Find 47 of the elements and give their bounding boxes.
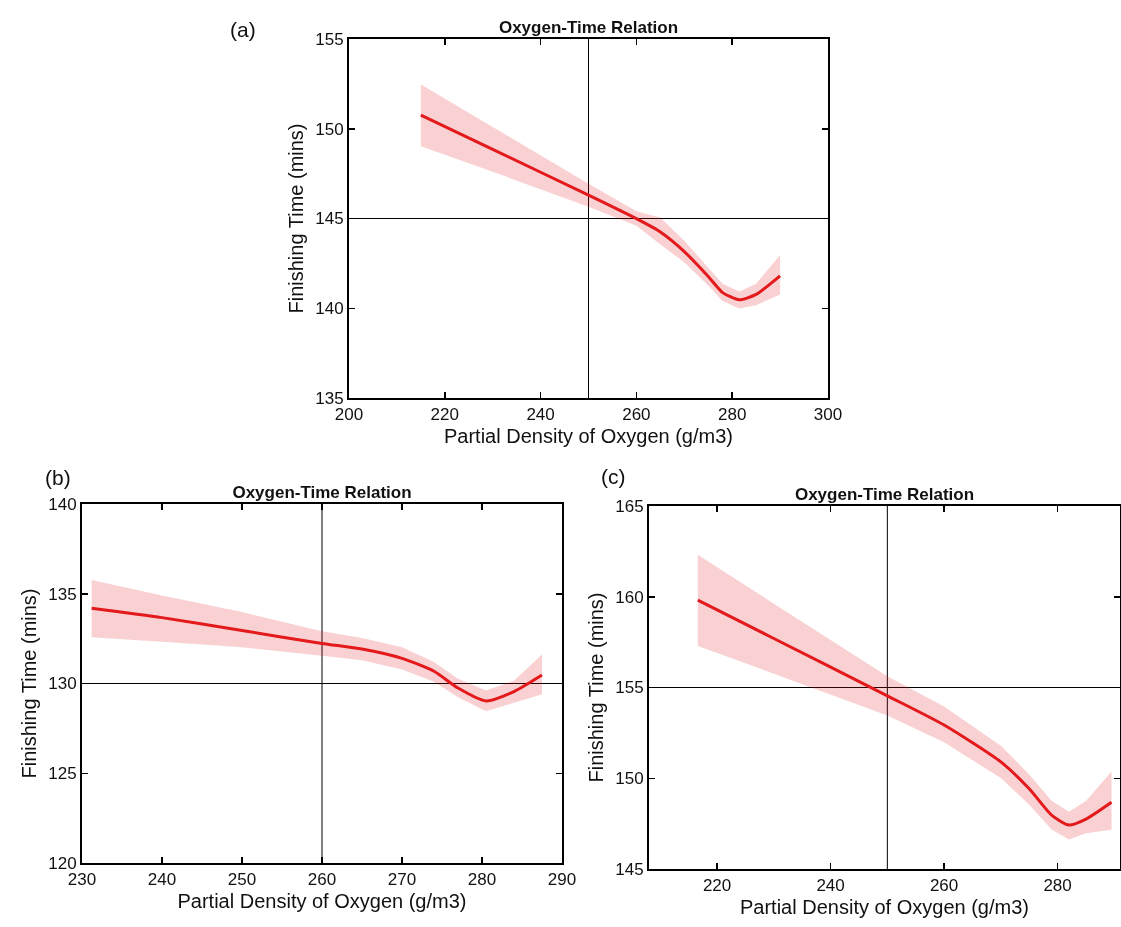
x-tick-label: 220 (702, 876, 732, 896)
y-tick-label: 150 (615, 769, 644, 789)
line-series (419, 113, 782, 302)
text: (b) (45, 466, 71, 489)
x-tick-label: 270 (387, 870, 417, 890)
x-tick-label: 260 (622, 405, 651, 425)
y-tick-label: 150 (315, 119, 344, 139)
y-tick-label: 145 (615, 859, 644, 879)
x-tick-label: 220 (430, 405, 459, 425)
y-axis-title: Finishing Time (mins) (285, 123, 308, 314)
y-tick-label: 160 (615, 587, 644, 607)
y-tick-label: 140 (315, 299, 344, 319)
y-axis-title: Finishing Time (mins) (18, 588, 41, 779)
line-series (696, 598, 1113, 827)
y-tick-label: 145 (315, 209, 344, 229)
y-tick-label: 155 (315, 29, 344, 49)
x-axis-title: Partial Density of Oxygen (g/m3) (177, 890, 467, 913)
x-tick-label: 200 (334, 405, 364, 425)
y-tick-label: 135 (48, 584, 77, 604)
text: (c) (601, 465, 626, 488)
x-tick-label: 280 (718, 405, 747, 425)
y-tick-label: 135 (315, 388, 344, 408)
x-tick-label: 290 (547, 870, 577, 890)
chart-title: Oxygen-Time Relation (498, 18, 679, 37)
x-tick-label: 260 (307, 870, 337, 890)
y-tick-label: 165 (615, 496, 644, 516)
x-axis-title: Partial Density of Oxygen (g/m3) (740, 896, 1029, 919)
x-tick-label: 280 (1043, 876, 1072, 896)
x-tick-label: 300 (813, 405, 843, 425)
x-tick-label: 240 (526, 405, 555, 425)
y-tick-label: 125 (48, 764, 77, 784)
y-tick-label: 155 (615, 678, 644, 698)
x-tick-label: 230 (67, 870, 97, 890)
y-tick-label: 130 (48, 674, 77, 694)
chart-title: Oxygen-Time Relation (794, 485, 975, 504)
y-axis-title: Finishing Time (mins) (585, 592, 608, 783)
y-tick-label: 140 (48, 494, 77, 514)
x-tick-label: 250 (227, 870, 257, 890)
x-tick-label: 240 (816, 876, 845, 896)
x-tick-label: 280 (467, 870, 497, 890)
x-axis-title: Partial Density of Oxygen (g/m3) (444, 425, 733, 448)
x-tick-label: 240 (147, 870, 177, 890)
line-series (90, 606, 544, 703)
chart-title: Oxygen-Time Relation (232, 483, 412, 502)
x-tick-label: 260 (929, 876, 959, 896)
y-tick-label: 120 (48, 853, 77, 873)
text: (a) (230, 18, 256, 41)
